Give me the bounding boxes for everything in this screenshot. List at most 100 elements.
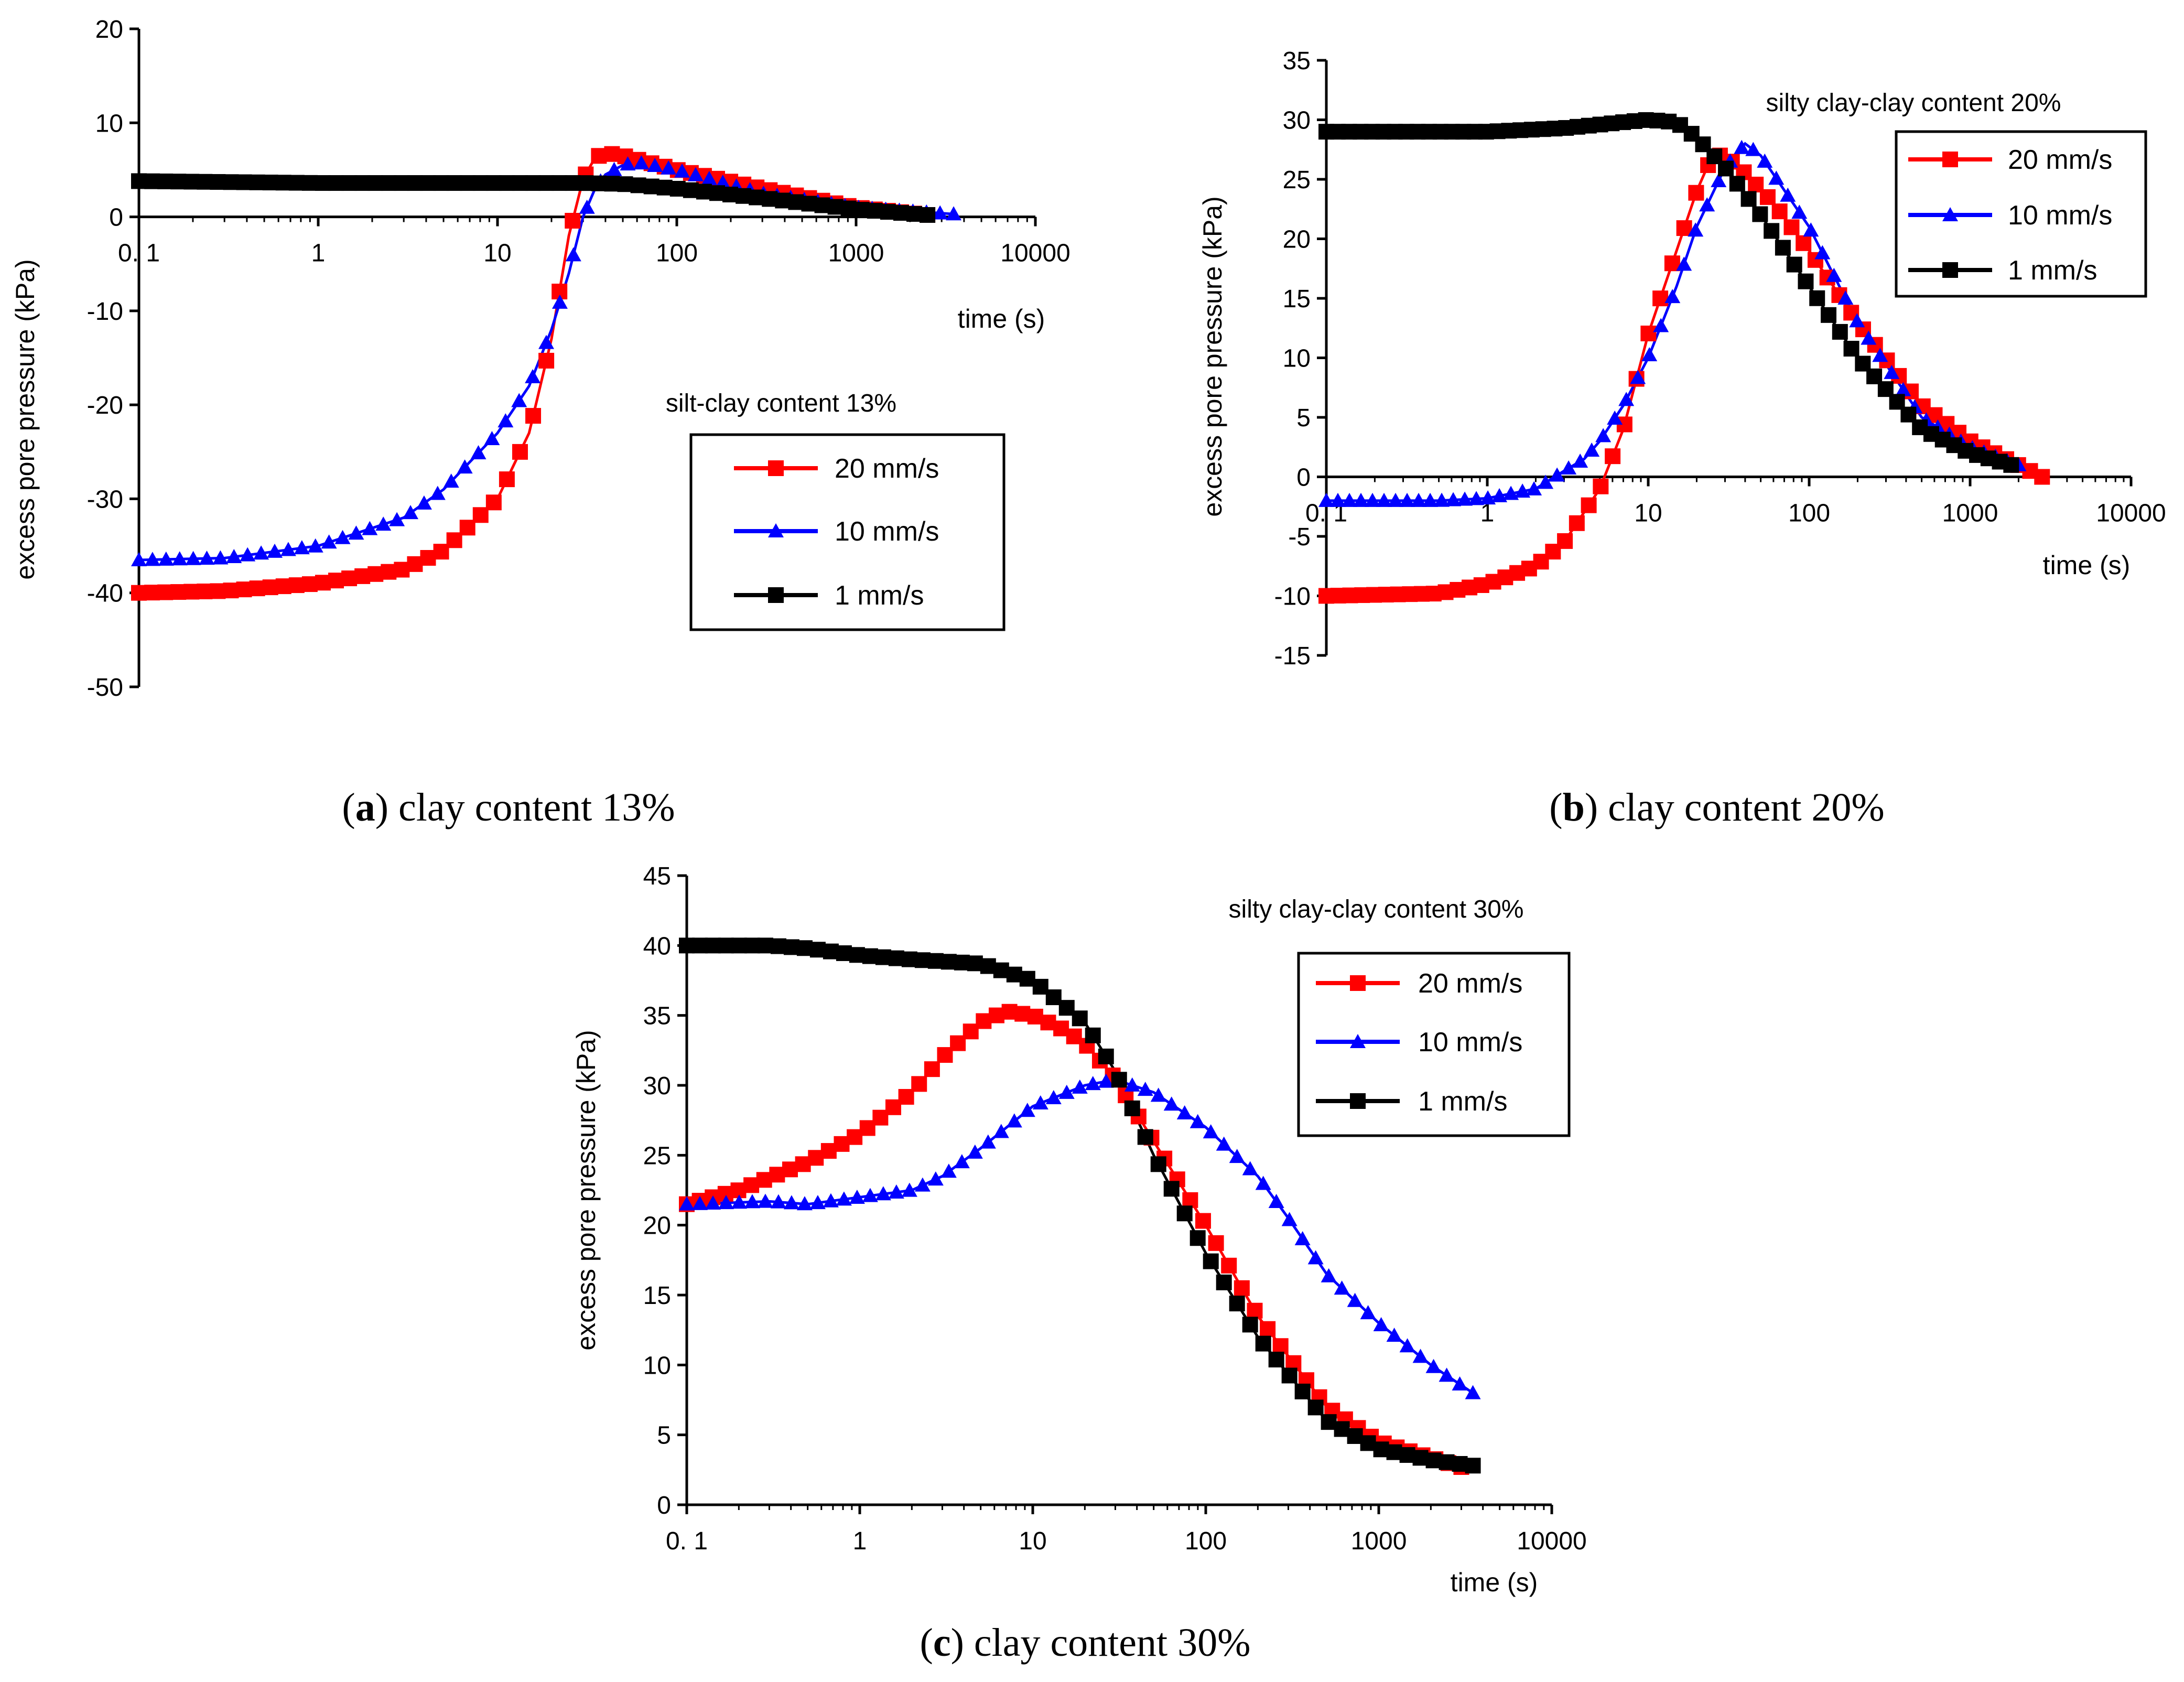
chart-a-x-tick-label: 100 [656, 240, 698, 267]
chart-a-data-point [267, 543, 283, 558]
chart-a-data-point [484, 430, 500, 445]
chart-c-legend-marker-1mms [1350, 1093, 1366, 1109]
chart-b-series-10mms-markers [1318, 139, 2027, 507]
chart-a-data-point [307, 538, 323, 553]
chart-b-data-point [1676, 256, 1692, 271]
chart-b-y-tick-label: -10 [1274, 583, 1311, 611]
chart-b-y-axis-title: excess pore pressure (kPa) [1198, 196, 1227, 516]
chart-c-data-point [1111, 1072, 1127, 1088]
chart-a-data-point [853, 202, 870, 218]
chart-a-data-point [199, 551, 215, 565]
chart-b-data-point [1411, 492, 1427, 507]
chart-c-data-point [1307, 1399, 1324, 1416]
chart-c-data-point [1465, 1458, 1481, 1474]
chart-c-data-point [679, 1196, 695, 1211]
chart-b-data-point [1468, 491, 1485, 505]
chart-a-y-axis-title: excess pore pressure (kPa) [10, 259, 40, 579]
chart-c-legend: 20 mm/s 10 mm/s 1 mm/s [1297, 952, 1571, 1137]
chart-b-data-point [1480, 490, 1496, 505]
chart-a-data-point [498, 413, 514, 428]
chart-c-data-point [967, 1144, 983, 1159]
chart-c-data-point [1281, 1212, 1298, 1226]
chart-c-data-point [1190, 1230, 1206, 1246]
chart-a-data-point [249, 580, 265, 597]
chart-b-x-tick-label: 1000 [1942, 500, 1998, 527]
chart-a-data-point [249, 174, 265, 190]
chart-a-data-point [144, 173, 160, 189]
chart-a-y-tick-label: 0 [109, 204, 123, 232]
chart-c-data-point [1294, 1231, 1311, 1245]
chart-a-data-point [253, 545, 269, 560]
chart-c-data-point [1208, 1235, 1224, 1251]
chart-b-data-point [1798, 273, 1814, 289]
chart-a-data-point [512, 175, 528, 191]
chart-a-data-point [669, 180, 686, 197]
chart-b-y-tick-label: -5 [1288, 523, 1311, 551]
chart-c-data-point [888, 1184, 904, 1199]
chart-a-data-point [171, 551, 188, 566]
chart-a-data-point [236, 581, 252, 598]
chart-c-data-point [1163, 1096, 1180, 1111]
chart-c-data-point [1203, 1253, 1219, 1269]
chart-c-caption: (c) clay content 30% [920, 1621, 1251, 1665]
chart-a-data-point [183, 174, 200, 190]
chart-c-x-axis-title: time (s) [1451, 1568, 1538, 1597]
chart-b-data-point [1843, 341, 1859, 357]
chart-c-data-point [1182, 1192, 1198, 1208]
chart-a-data-point [341, 570, 358, 587]
chart-c-data-point [1334, 1280, 1350, 1295]
chart-a-data-point [920, 207, 936, 223]
chart-a-data-point [131, 552, 147, 566]
chart-b-data-point [1814, 245, 1831, 260]
chart-a-data-point [321, 534, 337, 549]
chart-a-data-point [722, 187, 739, 203]
chart-b-data-point [1557, 533, 1573, 549]
chart-a-data-point [185, 551, 201, 565]
chart-b-data-point [1640, 325, 1657, 341]
chart-a-data-point [367, 566, 384, 582]
chart-c-data-point [1247, 1302, 1263, 1319]
chart-c-y-tick-label: 5 [657, 1422, 671, 1450]
chart-c-data-point [823, 1193, 839, 1207]
chart-a-data-point [661, 160, 677, 175]
chart-c-data-point [1321, 1268, 1337, 1282]
chart-b-data-point [1652, 290, 1669, 307]
chart-a-data-point [226, 549, 242, 564]
chart-b-annotation: silty clay-clay content 20% [1766, 89, 2061, 117]
chart-a-data-point [212, 550, 229, 565]
chart-b-legend-item-10mms: 10 mm/s [1908, 200, 2112, 231]
chart-c-data-point [1268, 1193, 1284, 1208]
chart-a-data-point [552, 175, 568, 191]
chart-a-y-tick-label: 20 [95, 16, 123, 44]
chart-c-data-point [1268, 1352, 1284, 1368]
chart-c-data-point [901, 1182, 917, 1197]
chart-c-data-point [1272, 1338, 1289, 1354]
chart-b-data-point [1752, 206, 1768, 222]
chart-a-y-tick-label: -10 [87, 298, 123, 326]
chart-a-data-point [932, 205, 948, 220]
chart-c: 0 5 10 15 20 25 30 35 40 45 0. 1 1 10 100 1000 10000 ex… [571, 862, 1587, 1665]
chart-c-data-point [1006, 1113, 1022, 1128]
chart-b-data-point [1786, 256, 1802, 273]
chart-b-series-1mms-markers [1318, 112, 2019, 473]
chart-a-data-point [334, 530, 351, 544]
chart-a-data-point [362, 521, 378, 535]
chart-b-data-point [1796, 235, 1812, 251]
chart-a-data-point [880, 204, 896, 220]
chart-b-data-point [1895, 382, 1911, 396]
chart-c-data-point [1045, 1090, 1062, 1104]
chart-c-data-point [1085, 1076, 1101, 1091]
chart-a-data-point [538, 335, 555, 349]
chart-b-data-point [1593, 478, 1609, 494]
chart-a-legend-label-1mms: 1 mm/s [835, 580, 924, 611]
chart-c-data-point [718, 1195, 734, 1210]
chart-a-data-point [280, 542, 296, 556]
chart-c-x-tick-label: 10 [1019, 1527, 1046, 1555]
chart-c-data-point [1294, 1383, 1311, 1399]
chart-b-data-point [1526, 481, 1542, 495]
chart-c-legend-item-1mms: 1 mm/s [1316, 1086, 1507, 1117]
chart-c-data-point [1137, 1129, 1153, 1145]
chart-a-data-point [749, 189, 765, 206]
